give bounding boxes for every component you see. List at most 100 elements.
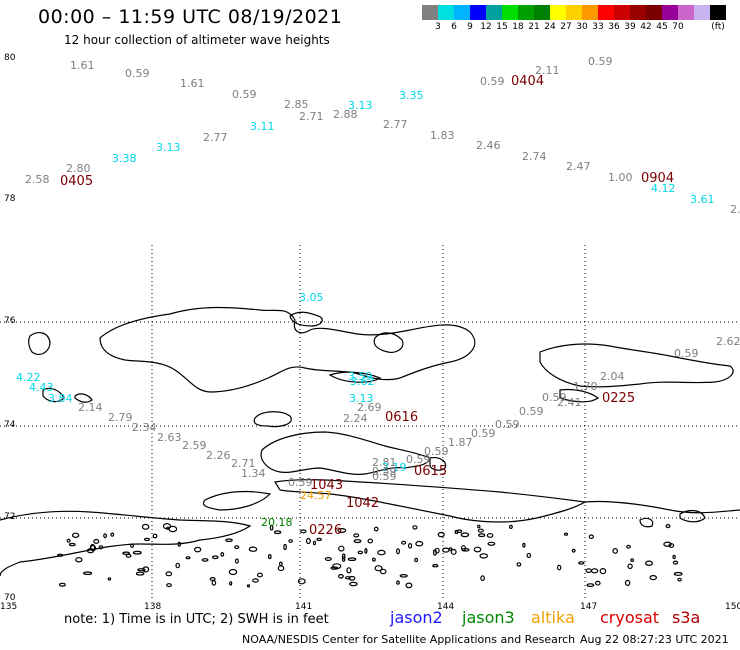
wave-height-label: 2.71 <box>231 457 256 470</box>
wave-height-label: 0.59 <box>372 470 397 483</box>
wave-height-label: 1.00 <box>608 171 633 184</box>
wave-height-label: 1.61 <box>180 77 205 90</box>
lake-shape <box>273 530 282 535</box>
lake-shape <box>478 533 486 538</box>
lake-shape <box>337 527 347 533</box>
wave-height-label: 2.59 <box>182 439 207 452</box>
lake-shape <box>460 532 470 538</box>
lake-shape <box>677 577 682 582</box>
lon-tick-144: 144 <box>437 602 454 612</box>
lake-shape <box>399 573 408 578</box>
color-scale-tick: 21 <box>528 22 540 32</box>
lake-shape <box>408 542 413 549</box>
lake-shape <box>332 563 342 570</box>
pass-time-label: 0616 <box>385 410 418 425</box>
lake-shape <box>283 543 287 551</box>
lake-shape <box>68 542 76 547</box>
wave-height-label: 1.70 <box>573 380 598 393</box>
wave-height-label: 4.43 <box>29 381 54 394</box>
lake-shape <box>367 538 374 544</box>
wave-height-label: 24.57 <box>300 489 332 502</box>
pass-time-label: 1042 <box>346 496 379 511</box>
lake-shape <box>349 581 358 587</box>
wave-height-label: 2.77 <box>383 118 408 131</box>
lake-shape <box>316 537 322 542</box>
color-scale-tick: 30 <box>576 22 588 32</box>
lake-shape <box>377 549 386 556</box>
lake-shape <box>372 557 376 562</box>
lake-shape <box>256 572 263 578</box>
wave-height-label: 3.35 <box>399 89 424 102</box>
lake-shape <box>508 524 513 530</box>
color-swatch <box>534 5 551 20</box>
lake-shape <box>353 539 362 544</box>
lake-shape <box>450 548 457 555</box>
color-scale-tick: 39 <box>624 22 636 32</box>
legend-altika: altika <box>531 608 575 627</box>
wave-height-label: 2.85 <box>284 98 309 111</box>
wave-height-label: 0.59 <box>125 67 150 80</box>
lake-shape <box>135 571 145 576</box>
wave-height-label: 2.04 <box>600 370 625 383</box>
lake-shape <box>396 580 400 585</box>
lake-shape <box>110 532 115 537</box>
wave-height-label: 3.61 <box>690 193 715 206</box>
lat-tick-78: 78 <box>4 194 16 204</box>
wave-height-label: 2.62 <box>716 335 740 348</box>
wave-height-label: 2.63 <box>157 431 182 444</box>
lake-shape <box>599 567 607 575</box>
wave-height-label: 3.38 <box>112 152 137 165</box>
wave-height-label: 2.19 <box>382 461 407 474</box>
wave-height-labels: 1.61 0.59 1.61 0.59 2.85 3.13 3.35 2.71 2.88 3.11… <box>16 55 740 529</box>
lon-tick-135: 135 <box>0 602 17 612</box>
lake-shape <box>374 565 383 572</box>
pass-time-label: 0225 <box>602 391 635 406</box>
wave-height-label: 2.47 <box>566 160 591 173</box>
wave-height-label: 3.13 <box>348 99 373 112</box>
lake-shape <box>594 580 601 586</box>
lake-shape <box>75 557 83 563</box>
color-swatch <box>646 5 663 20</box>
color-scale-tick: (ft) <box>711 22 725 32</box>
lake-shape <box>58 582 66 587</box>
lake-shape <box>626 544 631 549</box>
wave-height-label: 0.59 <box>588 55 613 68</box>
wave-height-label: 2.58 <box>25 173 50 186</box>
lake-shape <box>57 553 64 557</box>
lake-shape <box>98 545 104 550</box>
color-swatch <box>438 5 455 20</box>
lake-shape <box>142 566 150 573</box>
wave-height-label: 2.88 <box>333 108 358 121</box>
wave-height-label: 3.84 <box>48 392 73 405</box>
pass-time-label: 0226 <box>309 523 342 538</box>
lat-tick-72: 72 <box>4 512 15 522</box>
color-swatch <box>422 5 439 20</box>
footer-note: note: 1) Time is in UTC; 2) SWH is in fe… <box>64 612 329 627</box>
lake-shape <box>347 557 357 562</box>
lake-shape <box>373 526 379 532</box>
lake-shape <box>480 575 485 582</box>
wave-height-label: 2.81 <box>372 456 397 469</box>
lake-shape <box>66 538 71 543</box>
wave-height-label: 1.34 <box>241 467 266 480</box>
color-swatch <box>454 5 471 20</box>
color-scale-tick: 18 <box>512 22 524 32</box>
color-swatch <box>614 5 631 20</box>
footer-credit: NOAA/NESDIS Center for Satellite Applica… <box>242 633 576 646</box>
wave-height-label: 20.18 <box>261 516 293 529</box>
color-scale-tick: 70 <box>672 22 684 32</box>
lake-shape <box>288 539 293 543</box>
color-scale-tick: 36 <box>608 22 620 32</box>
lake-shape <box>177 541 181 547</box>
wave-height-label: 3.13 <box>156 141 181 154</box>
lake-shape <box>477 528 484 533</box>
color-swatch <box>678 5 695 20</box>
page-title: 00:00 – 11:59 UTC 08/19/2021 <box>38 6 343 28</box>
lake-shape <box>201 558 209 562</box>
lon-tick-141: 141 <box>295 602 312 612</box>
lat-tick-70: 70 <box>4 593 16 603</box>
wave-height-label: 3.05 <box>299 291 324 304</box>
wave-height-label: 2.14 <box>78 401 103 414</box>
